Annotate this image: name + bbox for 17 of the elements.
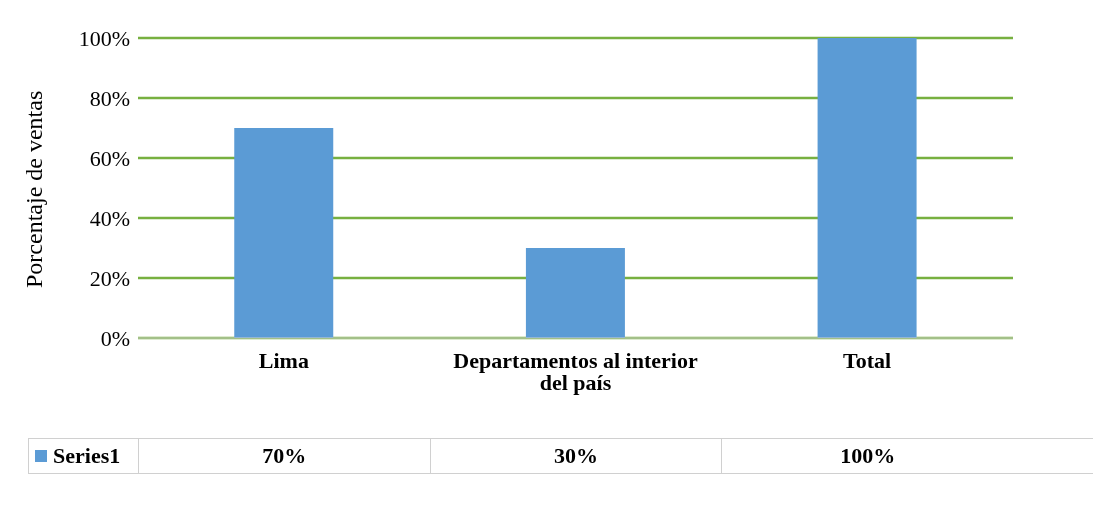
data-label: 70% [138, 439, 430, 473]
y-tick-label: 60% [89, 145, 130, 171]
y-tick-label: 0% [100, 325, 130, 351]
y-axis-title: Porcentaje de ventas [20, 90, 47, 288]
y-tick-label: 80% [89, 85, 130, 111]
x-tick-label: Departamentos al interior del país [453, 347, 698, 395]
bar [234, 128, 334, 338]
bar [525, 248, 625, 338]
x-tick-label: Total [843, 347, 892, 373]
y-tick-label: 20% [89, 265, 130, 291]
legend-label: Series1 [53, 443, 121, 469]
y-tick-label: 100% [78, 25, 130, 51]
data-label: 30% [429, 439, 722, 473]
y-tick-label: 40% [89, 205, 130, 231]
x-tick-label: Lima [258, 347, 309, 373]
data-label: 100% [721, 439, 1013, 473]
bar [817, 38, 917, 338]
